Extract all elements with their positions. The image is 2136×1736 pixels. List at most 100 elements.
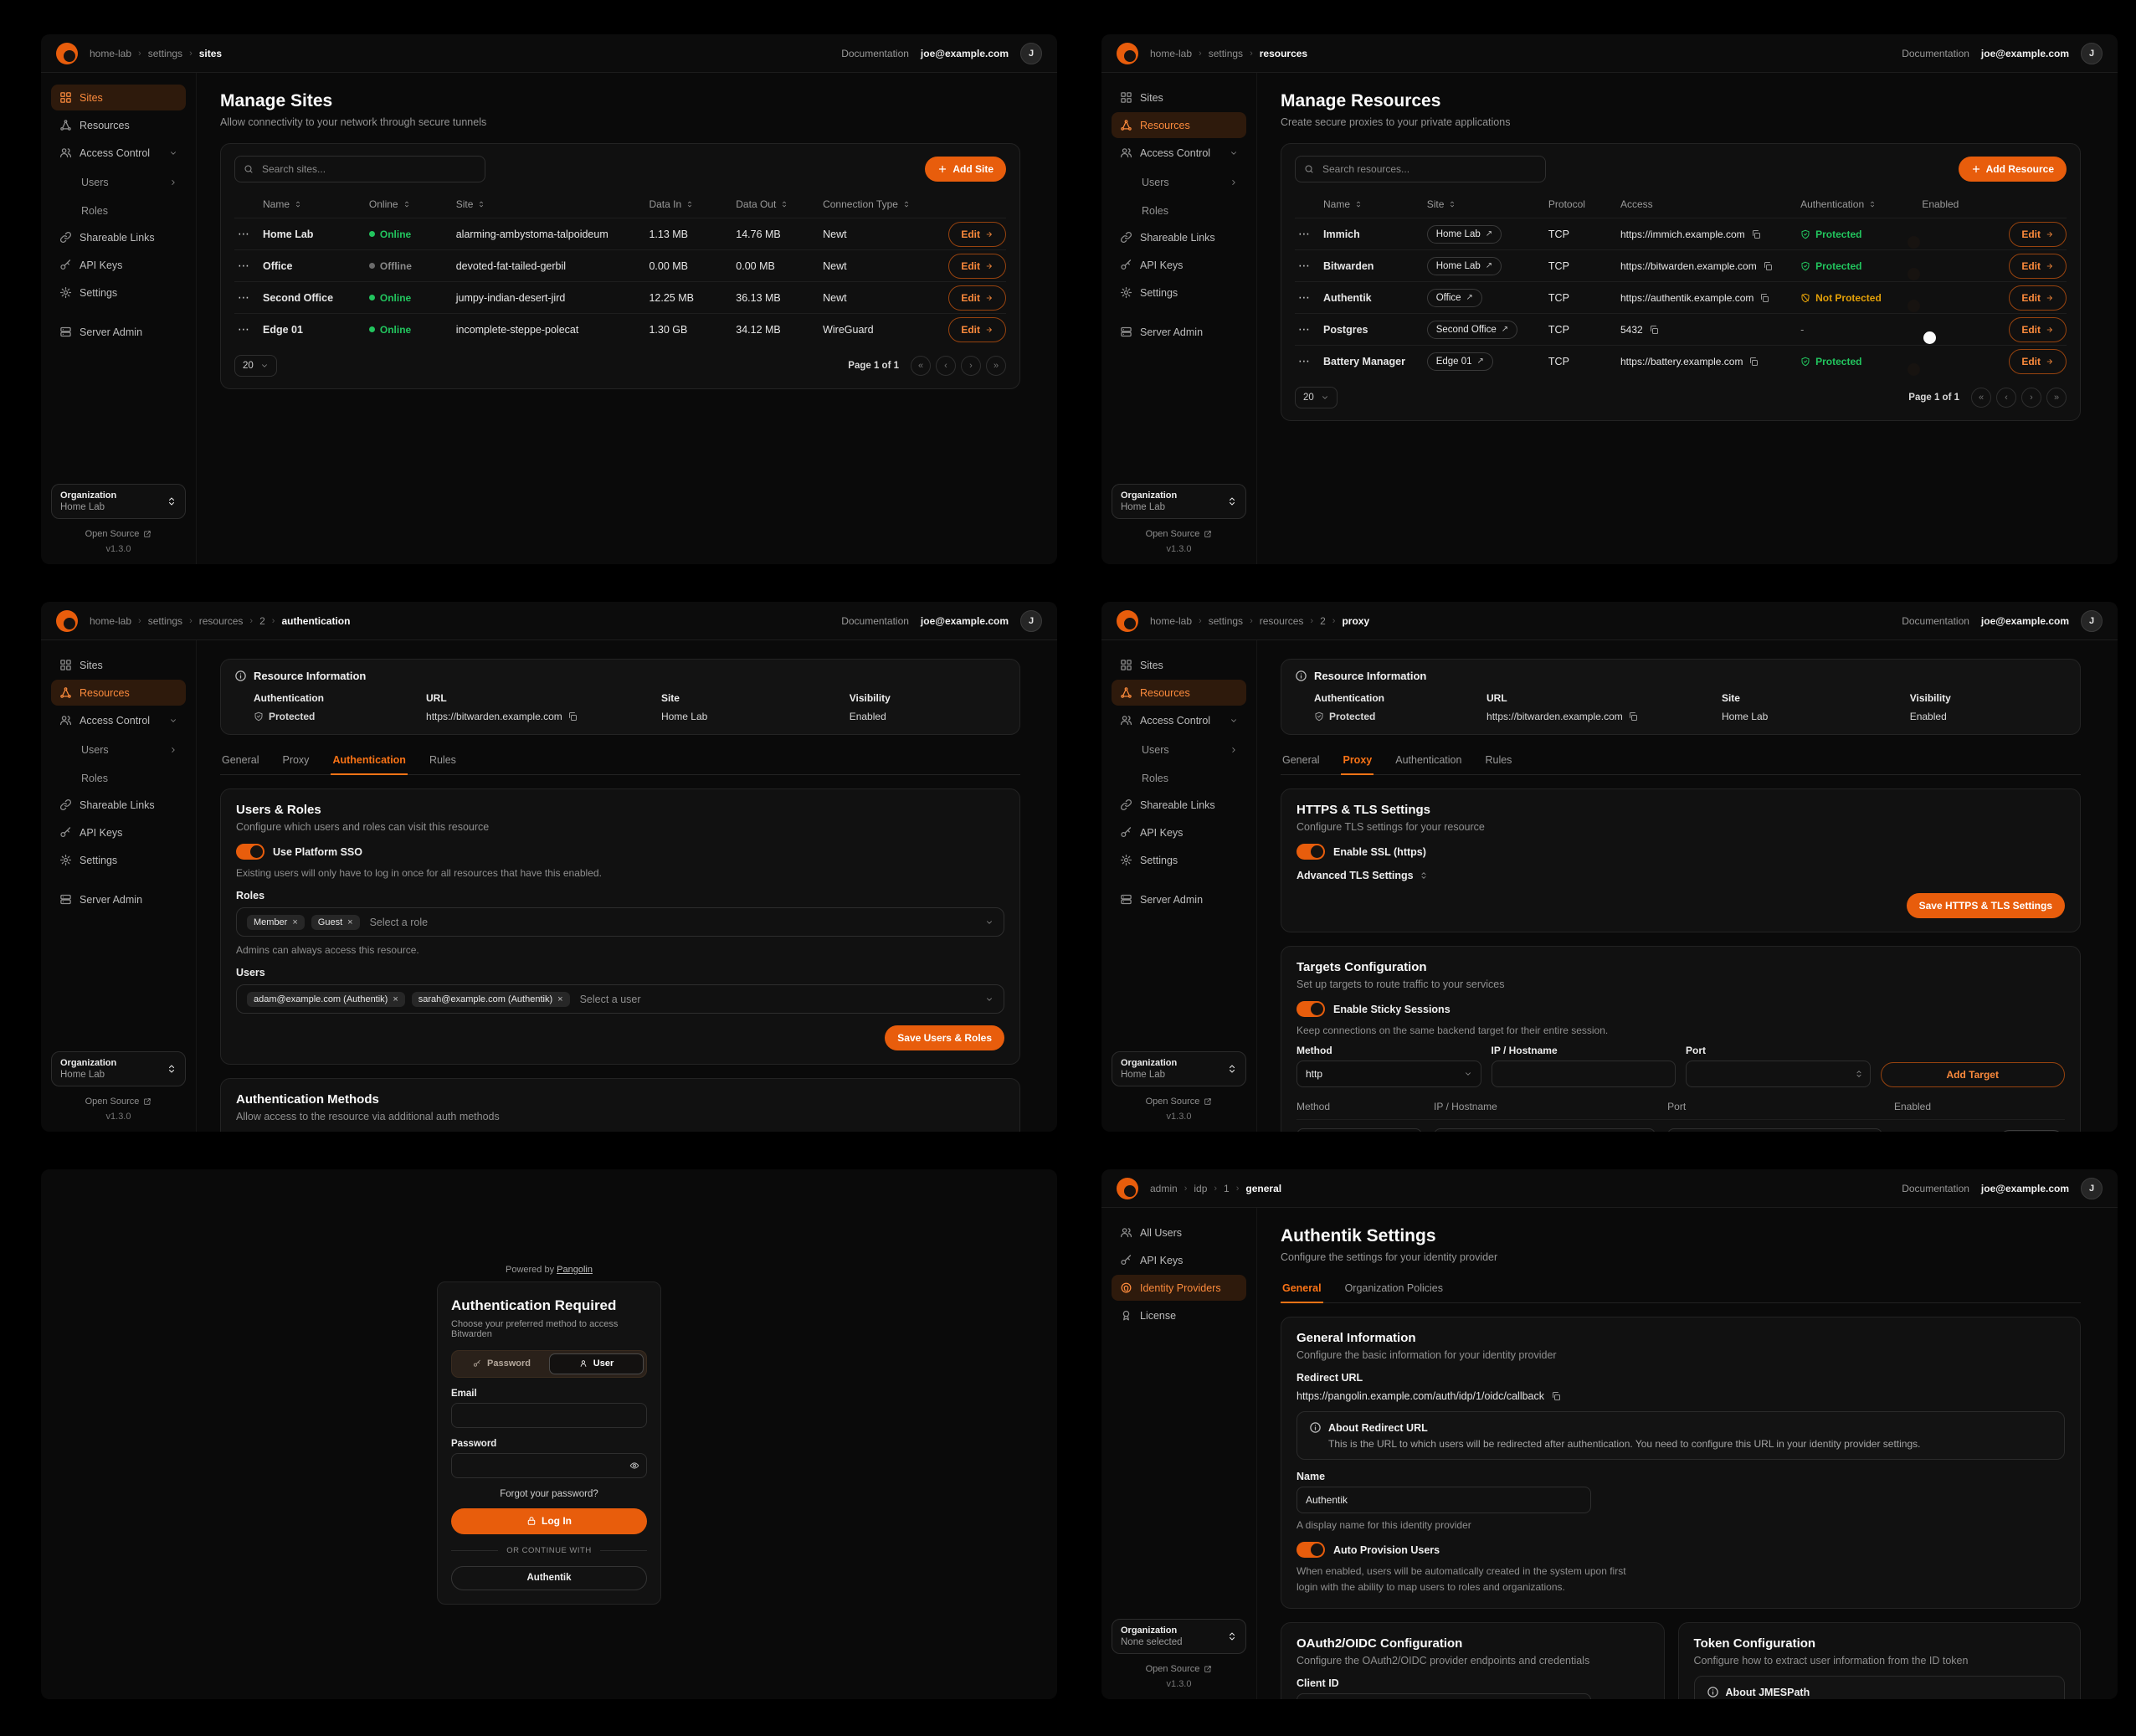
- roles-select[interactable]: Member × Guest × Select a role: [236, 907, 1004, 937]
- sidebar-item-users[interactable]: Users: [73, 738, 186, 762]
- user-avatar[interactable]: J: [2081, 1177, 2103, 1199]
- sidebar-item-server-admin[interactable]: Server Admin: [51, 319, 186, 345]
- organization-selector[interactable]: Organization Home Lab: [1112, 1051, 1246, 1086]
- next-page-button[interactable]: ›: [961, 356, 981, 376]
- column-header-site[interactable]: Site: [1427, 198, 1548, 210]
- edit-button[interactable]: Edit: [2009, 316, 2067, 342]
- edit-button[interactable]: Edit: [2009, 221, 2067, 247]
- breadcrumb-resources[interactable]: resources: [198, 614, 244, 627]
- open-source-link[interactable]: Open Source: [1112, 1097, 1246, 1107]
- access-url[interactable]: https://bitwarden.example.com: [1620, 259, 1757, 272]
- site-link[interactable]: Second Office ↗: [1426, 320, 1518, 339]
- user-email[interactable]: joe@example.com: [1980, 1182, 2069, 1194]
- sidebar-item-resources[interactable]: Resources: [51, 680, 186, 706]
- sidebar-item-settings[interactable]: Settings: [1112, 847, 1246, 873]
- forgot-password-link[interactable]: Forgot your password?: [500, 1488, 598, 1499]
- save-https-tls-button[interactable]: Save HTTPS & TLS Settings: [1906, 893, 2065, 918]
- ip-hostname-input[interactable]: [1491, 1061, 1676, 1087]
- port-input[interactable]: [1687, 1068, 1855, 1080]
- site-link[interactable]: Home Lab ↗: [1426, 256, 1502, 275]
- sidebar-item-roles[interactable]: Roles: [1142, 773, 1168, 784]
- organization-selector[interactable]: Organization Home Lab: [51, 484, 186, 519]
- user-email[interactable]: joe@example.com: [1980, 614, 2069, 627]
- rows-per-page-select[interactable]: 20: [234, 355, 277, 377]
- tab-password[interactable]: Password: [454, 1353, 549, 1374]
- tab-general[interactable]: General: [1282, 754, 1320, 766]
- sidebar-item-identity-providers[interactable]: Identity Providers: [1112, 1275, 1246, 1301]
- tab-rules[interactable]: Rules: [429, 754, 456, 766]
- sidebar-item-api-keys[interactable]: API Keys: [1112, 252, 1246, 278]
- organization-selector[interactable]: Organization Home Lab: [1112, 484, 1246, 519]
- next-page-button[interactable]: ›: [2021, 388, 2041, 408]
- breadcrumb-settings[interactable]: settings: [1208, 47, 1244, 59]
- stepper-icon[interactable]: [1855, 1070, 1863, 1078]
- pangolin-link[interactable]: Pangolin: [557, 1264, 593, 1275]
- rows-per-page-select[interactable]: 20: [1295, 387, 1338, 408]
- access-url[interactable]: https://immich.example.com: [1620, 228, 1745, 240]
- breadcrumb-idp-id[interactable]: 1: [1224, 1182, 1230, 1194]
- tab-general[interactable]: General: [1281, 1276, 1323, 1303]
- copy-icon[interactable]: [567, 711, 578, 722]
- tab-rules[interactable]: Rules: [1485, 754, 1512, 766]
- sidebar-item-server-admin[interactable]: Server Admin: [51, 886, 186, 912]
- organization-selector[interactable]: Organization Home Lab: [51, 1051, 186, 1086]
- tab-organization-policies[interactable]: Organization Policies: [1344, 1282, 1443, 1294]
- edit-button[interactable]: Edit: [2009, 285, 2067, 311]
- copy-icon[interactable]: [1759, 293, 1769, 303]
- sidebar-item-server-admin[interactable]: Server Admin: [1112, 886, 1246, 912]
- idp-name-input[interactable]: [1296, 1487, 1591, 1513]
- row-menu-button[interactable]: ⋯: [1295, 322, 1323, 336]
- sidebar-item-sites[interactable]: Sites: [51, 652, 186, 678]
- row-menu-button[interactable]: ⋯: [1295, 290, 1323, 305]
- sidebar-item-api-keys[interactable]: API Keys: [51, 819, 186, 845]
- auto-provision-toggle[interactable]: [1296, 1542, 1325, 1558]
- copy-icon[interactable]: [1551, 1391, 1561, 1401]
- row-menu-button[interactable]: ⋯: [234, 227, 263, 241]
- column-header-site[interactable]: Site: [456, 198, 650, 210]
- row-menu-button[interactable]: ⋯: [234, 322, 263, 336]
- open-source-link[interactable]: Open Source: [1112, 1664, 1246, 1674]
- column-header-data-in[interactable]: Data In: [649, 198, 736, 210]
- sidebar-item-roles[interactable]: Roles: [73, 199, 186, 223]
- eye-icon[interactable]: [629, 1461, 639, 1471]
- sidebar-item-license[interactable]: License: [1112, 1302, 1246, 1328]
- resource-url[interactable]: https://bitwarden.example.com: [1486, 711, 1623, 722]
- edit-button[interactable]: Edit: [2009, 348, 2067, 374]
- close-icon[interactable]: ×: [393, 994, 398, 1004]
- copy-icon[interactable]: [1649, 325, 1659, 335]
- breadcrumb-settings[interactable]: settings: [1208, 614, 1244, 627]
- sidebar-item-roles[interactable]: Roles: [1133, 199, 1246, 223]
- sidebar-item-settings[interactable]: Settings: [51, 847, 186, 873]
- sidebar-item-users[interactable]: Users: [1133, 171, 1246, 194]
- sticky-sessions-toggle[interactable]: [1296, 1001, 1325, 1017]
- target-ip-input[interactable]: [1434, 1128, 1656, 1132]
- breadcrumb-org[interactable]: home-lab: [90, 47, 132, 59]
- user-avatar[interactable]: J: [1020, 609, 1042, 632]
- sidebar-item-users[interactable]: Users: [1133, 738, 1246, 762]
- user-email[interactable]: joe@example.com: [1980, 47, 2069, 59]
- breadcrumb-resource-id[interactable]: 2: [1320, 614, 1326, 627]
- breadcrumb-settings[interactable]: settings: [147, 614, 183, 627]
- tab-authentication[interactable]: Authentication: [1395, 754, 1462, 766]
- edit-button[interactable]: Edit: [948, 221, 1006, 247]
- sidebar-item-access-control[interactable]: Access Control: [51, 707, 186, 733]
- add-site-button[interactable]: Add Site: [925, 157, 1006, 182]
- breadcrumb-resources[interactable]: resources: [1259, 614, 1304, 627]
- tab-proxy[interactable]: Proxy: [1341, 748, 1374, 775]
- breadcrumb-settings[interactable]: settings: [147, 47, 183, 59]
- sidebar-item-all-users[interactable]: All Users: [1112, 1220, 1246, 1246]
- prev-page-button[interactable]: ‹: [1996, 388, 2016, 408]
- edit-button[interactable]: Edit: [948, 285, 1006, 311]
- documentation-link[interactable]: Documentation: [841, 47, 909, 59]
- breadcrumb-org[interactable]: home-lab: [1150, 614, 1193, 627]
- method-select[interactable]: http: [1296, 1061, 1481, 1087]
- sidebar-item-shareable-links[interactable]: Shareable Links: [51, 224, 186, 250]
- row-menu-button[interactable]: ⋯: [1295, 354, 1323, 368]
- sidebar-item-api-keys[interactable]: API Keys: [51, 252, 186, 278]
- sidebar-item-resources[interactable]: Resources: [51, 112, 186, 138]
- breadcrumb-org[interactable]: home-lab: [90, 614, 132, 627]
- user-email[interactable]: joe@example.com: [920, 47, 1009, 59]
- client-id-input[interactable]: [1296, 1693, 1591, 1699]
- sidebar-item-shareable-links[interactable]: Shareable Links: [51, 792, 186, 818]
- copy-icon[interactable]: [1748, 357, 1759, 367]
